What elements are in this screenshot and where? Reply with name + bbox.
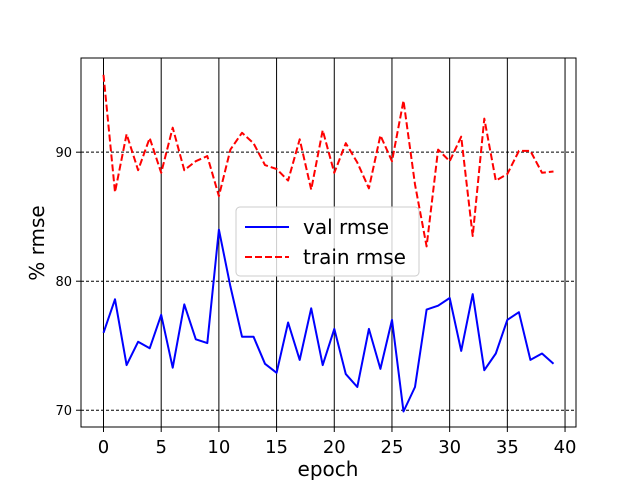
x-tick-label: 0: [98, 437, 109, 458]
y-tick-label: 70: [55, 404, 72, 419]
x-tick-label: 25: [381, 437, 404, 458]
grid-lines: [81, 58, 576, 427]
x-tick-label: 30: [438, 437, 461, 458]
legend-label-val-rmse: val rmse: [303, 215, 389, 239]
axis-ticks: 0 5 10 15 20 25 30 35 40 70 80 90: [55, 146, 576, 458]
x-tick-label: 35: [496, 437, 519, 458]
plot-frame: [80, 57, 577, 428]
legend-label-train-rmse: train rmse: [303, 245, 406, 269]
y-tick-label: 80: [55, 275, 72, 290]
data-series: [102, 74, 555, 413]
x-tick-label: 5: [155, 437, 166, 458]
x-tick-label: 15: [265, 437, 288, 458]
series-line-val-rmse: [102, 228, 555, 413]
x-tick-label: 20: [323, 437, 346, 458]
x-tick-label: 40: [554, 437, 577, 458]
y-axis-label: % rmse: [25, 205, 49, 280]
series-line-train-rmse: [102, 74, 554, 248]
x-tick-label: 10: [207, 437, 230, 458]
legend-box: [235, 206, 420, 277]
x-axis-label: epoch: [298, 457, 359, 480]
legend: val rmse train rmse: [235, 206, 420, 277]
y-tick-label: 90: [55, 146, 72, 161]
